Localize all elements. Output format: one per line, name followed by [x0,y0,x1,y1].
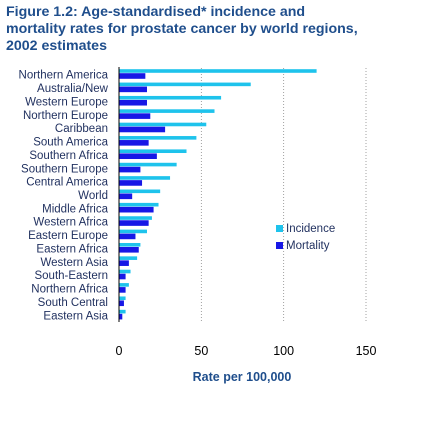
category-label: Australia/New [37,83,109,95]
category-label: Eastern Europe [28,230,108,242]
bar-mortality [119,180,143,186]
bar-mortality [119,140,149,146]
category-label: Central America [26,177,108,189]
bar-mortality [119,153,157,160]
bar-incidence [119,95,222,100]
category-label: Middle Africa [42,203,108,215]
category-label: South-Eastern [34,270,108,282]
category-label: Caribbean [55,123,108,135]
bar-incidence [119,69,317,73]
bar-mortality [119,193,133,200]
category-label: Western Asia [40,257,108,269]
bar-mortality [119,273,126,280]
bar-mortality [119,246,139,253]
category-label: Southern Africa [29,150,108,162]
bar-mortality [119,233,136,240]
bar-mortality [119,166,141,173]
bar-incidence [119,309,126,314]
category-label: Northern Europe [23,110,108,122]
legend-label-mortality: Mortality [286,240,330,252]
bar-incidence [119,296,126,301]
x-tick-label: 150 [356,344,377,358]
category-label: Western Africa [33,217,108,229]
x-axis-label: Rate per 100,000 [193,370,292,384]
bar-mortality [119,300,124,307]
x-tick-label: 0 [116,344,123,358]
grid-lines [200,68,367,322]
bar-mortality [119,206,154,213]
category-label: World [78,190,108,202]
bar-mortality [119,126,166,133]
bar-incidence [119,269,131,274]
bar-incidence [119,136,197,140]
bar-incidence [119,162,177,167]
category-label: Northern Africa [31,284,108,296]
bar-incidence [119,229,147,234]
bar-mortality [119,313,123,320]
legend-swatch-incidence [276,225,283,232]
category-label: Northern America [19,70,109,82]
legend-swatch-mortality [276,242,283,249]
bar-incidence [119,216,152,220]
category-label: South America [33,137,108,149]
bar-mortality [119,113,151,119]
bar-incidence [119,202,159,207]
bar-incidence [119,189,161,194]
bar-incidence [119,149,187,154]
category-label: Southern Europe [21,163,108,175]
title-line-1: Figure 1.2: Age-standardised* incidence … [6,4,306,20]
chart-title: Figure 1.2: Age-standardised* incidence … [6,4,426,55]
legend: Incidence Mortality [276,223,335,252]
bar-incidence [119,256,138,260]
x-tick-label: 50 [194,344,208,358]
category-label: Western Europe [25,96,108,108]
bar-incidence [119,242,141,247]
bar-mortality [119,287,126,293]
bars [119,69,317,320]
bar-mortality [119,220,149,226]
bar-incidence [119,122,207,127]
bar-incidence [119,82,251,87]
category-label: Eastern Africa [36,243,108,255]
category-label: South Central [38,297,108,309]
bar-incidence [119,109,215,113]
bar-mortality [119,73,146,79]
bar-mortality [119,86,147,93]
bar-mortality [119,99,147,106]
category-label: Eastern Asia [43,310,108,322]
title-line-2: mortality rates for prostate cancer by w… [6,21,358,37]
legend-label-incidence: Incidence [286,223,335,235]
title-line-3: 2002 estimates [6,38,107,54]
bar-mortality [119,260,129,266]
x-tick-label: 100 [273,344,294,358]
bar-incidence [119,176,171,180]
x-tick-labels: 0 50 100 150 [116,344,377,358]
bar-incidence [119,283,129,287]
